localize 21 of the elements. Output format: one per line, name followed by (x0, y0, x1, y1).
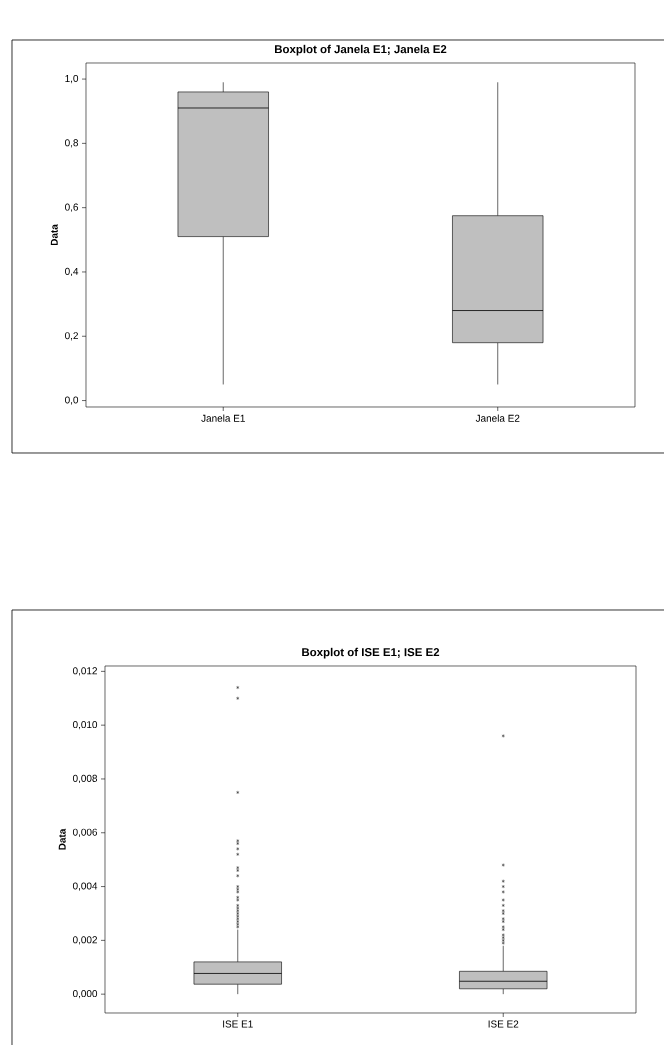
y-tick-label: 0,4 (65, 267, 79, 277)
x-tick-label: Janela E1 (201, 414, 245, 422)
y-tick-label: 0,012 (72, 667, 97, 676)
y-axis-title: Data (58, 828, 66, 850)
y-axis-title: Data (50, 224, 58, 246)
x-tick-label: Janela E2 (475, 414, 520, 422)
y-tick-label: 0,000 (72, 990, 98, 999)
y-tick-label: 0,6 (65, 203, 79, 212)
y-tick-label: 0,002 (72, 936, 97, 945)
y-tick-label: 0,010 (72, 721, 98, 730)
y-tick-label: 0,8 (65, 139, 79, 148)
y-tick-label: 0,0 (65, 396, 79, 405)
y-tick-label: 1,0 (65, 74, 79, 84)
y-tick-label: 0,2 (65, 332, 78, 341)
y-tick-label: 0,008 (72, 774, 98, 784)
x-tick-label: ISE E2 (488, 1020, 519, 1028)
y-tick-label: 0,006 (72, 828, 98, 837)
x-tick-label: ISE E1 (223, 1020, 253, 1028)
chart-title: Boxplot of Janela E1; Janela E2 (274, 44, 447, 56)
chart-title: Boxplot of ISE E1; ISE E2 (302, 647, 440, 659)
y-tick-label: 0,004 (72, 882, 98, 891)
